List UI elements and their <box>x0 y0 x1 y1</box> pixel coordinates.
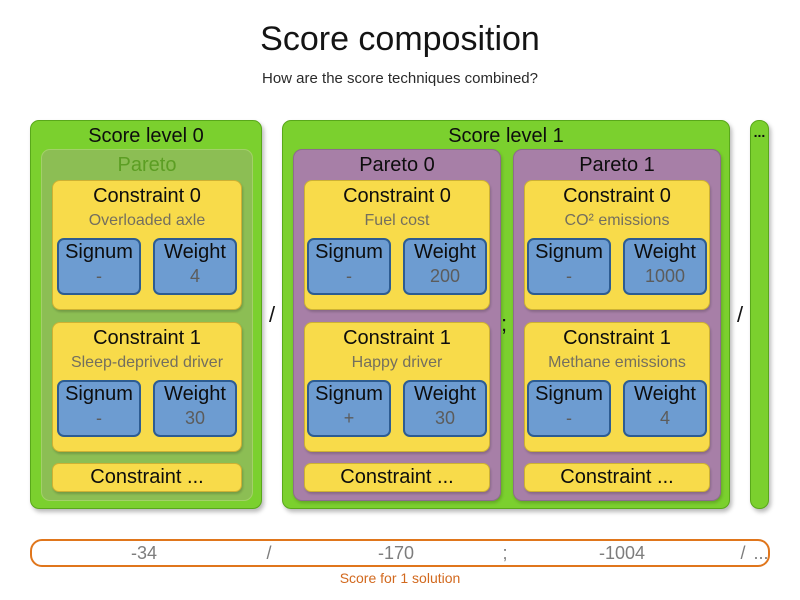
constraint-card: Constraint 1 Happy driver Signum + Weigh… <box>304 322 490 452</box>
score-bar-separator-1: / <box>266 543 272 563</box>
constraint-card: Constraint 0 CO² emissions Signum - Weig… <box>524 180 710 310</box>
pareto-plain-label: Pareto <box>117 154 177 176</box>
score-level-1-box: Score level 1 Pareto 0 Constraint 0 Fuel… <box>282 120 730 509</box>
score-bar-pareto1-value: -1004 <box>598 543 646 563</box>
signum-label: Signum <box>65 383 133 405</box>
constraint-card: Constraint 0 Overloaded axle Signum - We… <box>52 180 242 310</box>
weight-box: Weight 4 <box>623 380 707 437</box>
constraint-title: Constraint 0 <box>93 185 201 207</box>
constraint-name: Methane emissions <box>548 354 686 371</box>
signum-weight-row: Signum - Weight 1000 <box>525 238 709 295</box>
signum-weight-row: Signum - Weight 4 <box>525 380 709 437</box>
weight-label: Weight <box>414 383 476 405</box>
weight-value: 200 <box>429 266 461 286</box>
constraint-more-card: Constraint ... <box>52 463 242 492</box>
signum-value: - <box>566 266 572 286</box>
weight-box: Weight 1000 <box>623 238 707 295</box>
signum-box: Signum - <box>527 238 611 295</box>
signum-value: - <box>346 266 352 286</box>
weight-label: Weight <box>164 241 226 263</box>
constraint-name: Happy driver <box>351 354 443 371</box>
constraint-card: Constraint 1 Methane emissions Signum - … <box>524 322 710 452</box>
weight-label: Weight <box>634 383 696 405</box>
score-bar: -34 / -170 ; -1004 / ... <box>30 539 770 567</box>
constraint-name: Fuel cost <box>364 212 430 229</box>
score-level-more-box: ... <box>750 120 769 509</box>
pareto-1-box: Pareto 1 Constraint 0 CO² emissions Sign… <box>513 149 721 501</box>
pareto0-pareto1-separator: ; <box>500 311 508 336</box>
signum-value: + <box>343 408 355 428</box>
pareto-0-label: Pareto 0 <box>359 154 435 176</box>
weight-label: Weight <box>634 241 696 263</box>
weight-label: Weight <box>414 241 476 263</box>
constraint-title: Constraint 0 <box>343 185 451 207</box>
score-bar-caption: Score for 1 solution <box>339 570 461 586</box>
pareto-0-box: Pareto 0 Constraint 0 Fuel cost Signum -… <box>293 149 501 501</box>
score-bar-pareto0-value: -170 <box>377 543 415 563</box>
score-level-more-label: ... <box>753 124 766 140</box>
constraint-title: Constraint 0 <box>563 185 671 207</box>
signum-weight-row: Signum - Weight 30 <box>53 380 241 437</box>
weight-box: Weight 4 <box>153 238 237 295</box>
signum-label: Signum <box>315 383 383 405</box>
signum-value: - <box>566 408 572 428</box>
score-level-1-label: Score level 1 <box>448 125 564 147</box>
page-subtitle: How are the score techniques combined? <box>262 70 538 87</box>
signum-box: Signum + <box>307 380 391 437</box>
signum-weight-row: Signum - Weight 4 <box>53 238 241 295</box>
constraint-name: CO² emissions <box>564 212 670 229</box>
constraint-more-card: Constraint ... <box>524 463 710 492</box>
signum-weight-row: Signum + Weight 30 <box>305 380 489 437</box>
pareto-1-label: Pareto 1 <box>579 154 655 176</box>
constraint-title: Constraint 1 <box>93 327 201 349</box>
constraint-name: Sleep-deprived driver <box>70 354 224 371</box>
level0-level1-separator: / <box>268 301 276 327</box>
signum-label: Signum <box>535 383 603 405</box>
weight-value: 30 <box>184 408 206 428</box>
weight-box: Weight 30 <box>403 380 487 437</box>
weight-value: 4 <box>659 408 670 428</box>
constraint-name: Overloaded axle <box>88 212 206 229</box>
signum-box: Signum - <box>527 380 611 437</box>
weight-box: Weight 30 <box>153 380 237 437</box>
signum-box: Signum - <box>57 380 141 437</box>
weight-value: 1000 <box>644 266 686 286</box>
constraint-title: Constraint 1 <box>563 327 671 349</box>
signum-weight-row: Signum - Weight 200 <box>305 238 489 295</box>
signum-box: Signum - <box>307 238 391 295</box>
signum-value: - <box>96 408 102 428</box>
signum-label: Signum <box>535 241 603 263</box>
constraint-card: Constraint 0 Fuel cost Signum - Weight 2… <box>304 180 490 310</box>
score-bar-separator-2: ; <box>502 543 508 563</box>
score-level-0-box: Score level 0 Pareto Constraint 0 Overlo… <box>30 120 262 509</box>
weight-value: 4 <box>189 266 200 286</box>
score-bar-level0-value: -34 <box>130 543 158 563</box>
weight-label: Weight <box>164 383 226 405</box>
score-bar-separator-3: / <box>740 543 746 563</box>
score-bar-more-value: ... <box>753 543 769 563</box>
signum-label: Signum <box>315 241 383 263</box>
page-title: Score composition <box>260 20 540 58</box>
weight-box: Weight 200 <box>403 238 487 295</box>
score-level-0-label: Score level 0 <box>88 125 204 147</box>
signum-label: Signum <box>65 241 133 263</box>
signum-box: Signum - <box>57 238 141 295</box>
level1-more-separator: / <box>736 301 744 327</box>
constraint-title: Constraint 1 <box>343 327 451 349</box>
pareto-plain-box: Pareto Constraint 0 Overloaded axle Sign… <box>41 149 253 501</box>
signum-value: - <box>96 266 102 286</box>
constraint-card: Constraint 1 Sleep-deprived driver Signu… <box>52 322 242 452</box>
weight-value: 30 <box>434 408 456 428</box>
constraint-more-card: Constraint ... <box>304 463 490 492</box>
